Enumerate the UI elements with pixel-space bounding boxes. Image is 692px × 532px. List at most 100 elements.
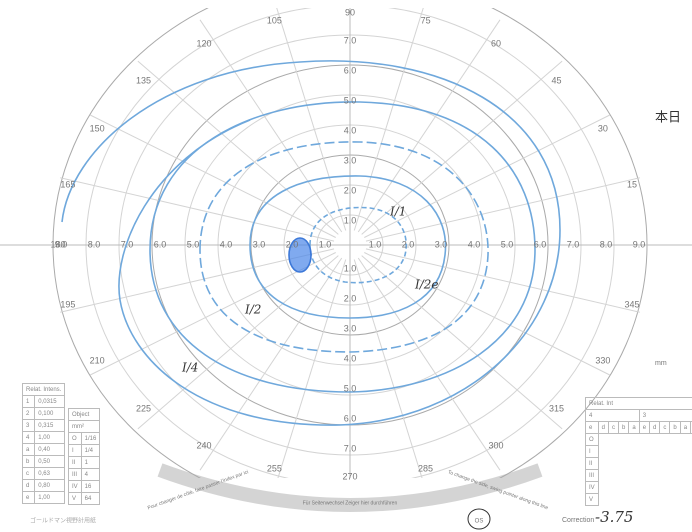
radial-label: 2.0 bbox=[402, 239, 415, 249]
isopter-label: I/1 bbox=[389, 205, 406, 219]
table-row: e 1,00 bbox=[21, 491, 66, 504]
table-row: b 0,50 bbox=[21, 455, 66, 468]
radial-label: 5.0 bbox=[344, 383, 357, 393]
table-row: O 1/16 bbox=[68, 432, 101, 445]
table-row: c 0,63 bbox=[21, 467, 66, 480]
table-cell: a bbox=[679, 421, 692, 434]
angle-label: 270 bbox=[342, 471, 357, 481]
table-cell: a bbox=[21, 443, 36, 456]
radial-label: 6.0 bbox=[154, 239, 167, 249]
angle-label: 60 bbox=[491, 38, 501, 48]
angle-label: 150 bbox=[90, 123, 105, 133]
table-cell: a bbox=[628, 421, 640, 434]
table-cell: 4 bbox=[80, 468, 101, 481]
angle-label: 285 bbox=[418, 463, 433, 473]
table-cell: 0,63 bbox=[34, 467, 66, 480]
radial-label: 4.0 bbox=[220, 239, 233, 249]
table-cell: b bbox=[21, 455, 36, 468]
table-cell: 2 bbox=[21, 407, 36, 420]
table-cell: V bbox=[68, 492, 82, 505]
table-cell: 0,0315 bbox=[34, 395, 66, 408]
table-cell: I bbox=[68, 444, 82, 457]
table-row: IV bbox=[585, 481, 692, 494]
table-row: 4 1,00 bbox=[21, 431, 66, 444]
angle-label: 45 bbox=[551, 75, 561, 85]
isopter bbox=[149, 101, 536, 393]
radial-label: 5.0 bbox=[187, 239, 200, 249]
spoke bbox=[60, 177, 335, 242]
table-cell: Relat. Int bbox=[584, 397, 692, 410]
isopters bbox=[61, 60, 561, 426]
radial-label: 7.0 bbox=[121, 239, 134, 249]
correction-label: Correction bbox=[562, 517, 594, 524]
table-cell: O bbox=[585, 433, 599, 446]
radial-label: 8.0 bbox=[600, 239, 613, 249]
table-row: I 1/4 bbox=[68, 444, 101, 457]
table-cell: IV bbox=[68, 480, 82, 493]
table-cell: II bbox=[585, 457, 599, 470]
table-cell: 1,00 bbox=[34, 431, 66, 444]
table-cell: V bbox=[585, 493, 599, 506]
table-cell: 0,315 bbox=[34, 419, 66, 432]
side-note: 本日 bbox=[655, 109, 681, 124]
spoke bbox=[137, 255, 339, 430]
radial-label: 6.0 bbox=[344, 65, 357, 75]
spoke bbox=[365, 248, 640, 313]
radial-label: 3.0 bbox=[253, 239, 266, 249]
table-cell: 3 bbox=[21, 419, 36, 432]
table-row: d 0,80 bbox=[21, 479, 66, 492]
spoke bbox=[199, 19, 343, 233]
table-cell: 1 bbox=[80, 456, 101, 469]
table-row: V bbox=[585, 493, 692, 506]
table-cell: b bbox=[617, 421, 630, 434]
angle-label: 195 bbox=[60, 299, 75, 309]
pointer-arc bbox=[157, 463, 543, 512]
eye-circle bbox=[467, 508, 491, 530]
angle-label: 120 bbox=[196, 38, 211, 48]
table-cell: 4 bbox=[585, 409, 640, 422]
spoke bbox=[60, 248, 335, 313]
isopter-label: I/2e bbox=[414, 278, 439, 292]
spoke bbox=[365, 177, 640, 242]
isopter-central bbox=[309, 206, 407, 284]
spoke bbox=[89, 114, 336, 238]
table-cell: 0,40 bbox=[34, 443, 66, 456]
object-table: Object mm² O 1/16 I 1/4 II 1 III 4 IV 16 V 64 bbox=[67, 408, 101, 505]
table-cell: O bbox=[68, 432, 82, 445]
angle-label: 30 bbox=[598, 123, 608, 133]
table-cell: d bbox=[649, 421, 661, 434]
radial-label: 4.0 bbox=[344, 125, 357, 135]
table-row: Object bbox=[67, 408, 101, 421]
table-cell: mm² bbox=[67, 420, 101, 433]
table-cell: Relat. Intens. bbox=[21, 383, 66, 396]
radial-label: 6.0 bbox=[534, 239, 547, 249]
spoke bbox=[89, 252, 336, 376]
table-cell: c bbox=[659, 421, 671, 434]
table-row: III bbox=[585, 469, 692, 482]
table-cell: 0,100 bbox=[34, 407, 66, 420]
radial-label: 9.0 bbox=[55, 239, 68, 249]
radial-label: 8.0 bbox=[88, 239, 101, 249]
table-cell: d bbox=[597, 421, 610, 434]
table-row: O bbox=[585, 433, 692, 446]
spoke bbox=[353, 8, 424, 231]
angle-label: 105 bbox=[267, 15, 282, 25]
radial-label: 5.0 bbox=[344, 95, 357, 105]
spoke bbox=[364, 114, 611, 238]
radial-label: 5.0 bbox=[501, 239, 514, 249]
table-cell: e bbox=[585, 421, 599, 434]
angle-label: 300 bbox=[488, 440, 503, 450]
table-cell: 0,80 bbox=[34, 479, 66, 492]
angle-label: 255 bbox=[267, 463, 282, 473]
table-cell: Object bbox=[67, 408, 101, 421]
table-cell: 0,50 bbox=[34, 455, 66, 468]
blind-spot bbox=[288, 237, 312, 273]
table-cell: e bbox=[690, 421, 692, 434]
radial-label: 3.0 bbox=[435, 239, 448, 249]
table-cell: c bbox=[21, 467, 36, 480]
table-cell: 1 bbox=[21, 395, 36, 408]
radial-label: 2.0 bbox=[344, 293, 357, 303]
